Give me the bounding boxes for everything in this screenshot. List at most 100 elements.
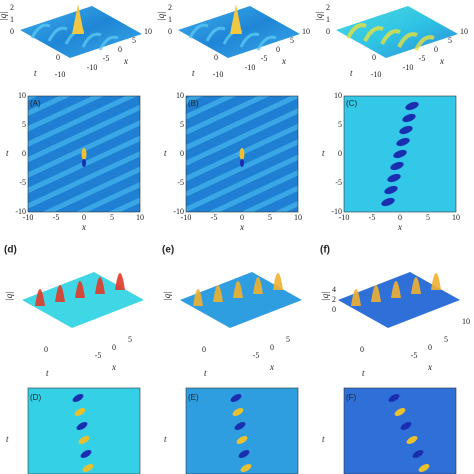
peak <box>431 273 441 290</box>
peak <box>371 285 381 302</box>
t-tick-label: 0 <box>44 345 48 354</box>
peak <box>75 281 85 298</box>
t-tick-label: 0 <box>56 53 60 62</box>
density-blob <box>400 422 412 430</box>
z-tick-label: 0 <box>168 27 172 36</box>
density-blob <box>238 450 250 458</box>
panel-label: (F) <box>346 393 357 402</box>
x-tick-label: -5 <box>261 54 268 63</box>
frame <box>185 95 299 213</box>
z-axis-label: |q| <box>4 291 14 300</box>
t-tick-label: 5 <box>22 120 26 129</box>
density-blob <box>399 125 413 135</box>
density-dip <box>82 159 86 167</box>
density-blob <box>74 408 86 416</box>
density-blob <box>234 422 246 430</box>
x-tick-label: 0 <box>398 213 402 222</box>
frame <box>185 387 299 474</box>
density-blob <box>384 185 398 195</box>
panel-label: (E) <box>188 393 199 402</box>
surface-ridge <box>397 32 418 48</box>
t-tick-label: -5 <box>177 178 184 187</box>
surface-ridge <box>346 23 367 39</box>
z-tick-label: 2 <box>10 3 14 12</box>
density-peak <box>81 148 87 160</box>
t-tick-label: 0 <box>180 149 184 158</box>
t-tick-label: 0 <box>202 345 206 354</box>
x-tick-label: -5 <box>253 351 260 360</box>
peak <box>213 285 223 302</box>
surface-ridge <box>47 26 68 42</box>
x-tick-label: -10 <box>245 63 256 72</box>
surface-ridge <box>380 29 401 45</box>
z-tick-label: 2 <box>332 295 336 304</box>
z-tick-label: 0 <box>332 305 336 314</box>
x-tick-label: 5 <box>290 36 294 45</box>
peak <box>273 273 283 290</box>
t-axis-label: t <box>6 148 9 158</box>
x-tick-label: 10 <box>294 213 302 222</box>
density-blob <box>76 422 88 430</box>
z-tick-label: 1 <box>326 15 330 24</box>
x-tick-label: 5 <box>426 213 430 222</box>
surface-ridge <box>239 32 260 48</box>
x-tick-label: 10 <box>452 213 460 222</box>
x-tick-label: 10 <box>136 213 144 222</box>
x-tick-label: 10 <box>462 317 470 326</box>
x-tick-label: 5 <box>286 335 290 344</box>
x-tick-label: 10 <box>144 27 152 36</box>
x-tick-label: 5 <box>448 36 452 45</box>
x-axis-label: x <box>123 56 128 66</box>
t-axis-label: t <box>362 368 365 378</box>
peak <box>230 4 242 34</box>
x-tick-label: 5 <box>110 213 114 222</box>
t-tick-label: 0 <box>372 53 376 62</box>
surface-ridge <box>205 26 226 42</box>
density-peak <box>239 148 245 160</box>
density-map <box>186 388 298 474</box>
peak <box>233 281 243 298</box>
peak <box>391 281 401 298</box>
panel-label: (C) <box>346 99 357 108</box>
t-axis-label: t <box>204 368 207 378</box>
density-blob <box>388 394 400 402</box>
z-tick-label: 1 <box>168 15 172 24</box>
t-tick-label: 10 <box>176 91 184 100</box>
surface <box>180 272 302 328</box>
t-tick-label: 0 <box>214 53 218 62</box>
x-axis-label: x <box>427 362 432 372</box>
panel-label: (f) <box>320 245 330 256</box>
x-tick-label: -5 <box>95 351 102 360</box>
t-axis-label: t <box>350 68 353 78</box>
surface-ridge <box>188 23 209 39</box>
x-tick-label: 0 <box>112 343 116 352</box>
z-tick-label: 1 <box>10 15 14 24</box>
density-blob <box>240 464 252 472</box>
panel-label: (d) <box>4 245 17 256</box>
x-tick-label: -5 <box>103 54 110 63</box>
x-axis-label: x <box>269 362 274 372</box>
z-tick-label: 0 <box>326 27 330 36</box>
x-tick-label: -10 <box>87 63 98 72</box>
surface-ridge <box>81 32 102 48</box>
x-tick-label: 5 <box>128 335 132 344</box>
x-tick-label: 0 <box>434 45 438 54</box>
panel-label: (A) <box>30 99 41 108</box>
z-tick-label: 0 <box>10 27 14 36</box>
surface-ridge <box>98 35 119 51</box>
t-tick-label: -10 <box>15 207 26 216</box>
x-axis-label: x <box>111 362 116 372</box>
peak <box>253 277 263 294</box>
t-axis-label: t <box>322 434 325 444</box>
t-axis-label: t <box>164 148 167 158</box>
x-tick-label: -10 <box>403 63 414 72</box>
x-tick-label: -5 <box>53 213 60 222</box>
x-tick-label: -5 <box>411 351 418 360</box>
surface-ridge <box>256 35 277 51</box>
density-blob <box>232 408 244 416</box>
t-tick-label: -10 <box>213 70 224 79</box>
t-axis-label: t <box>6 434 9 444</box>
x-tick-label: 0 <box>82 213 86 222</box>
t-tick-label: 10 <box>18 91 26 100</box>
